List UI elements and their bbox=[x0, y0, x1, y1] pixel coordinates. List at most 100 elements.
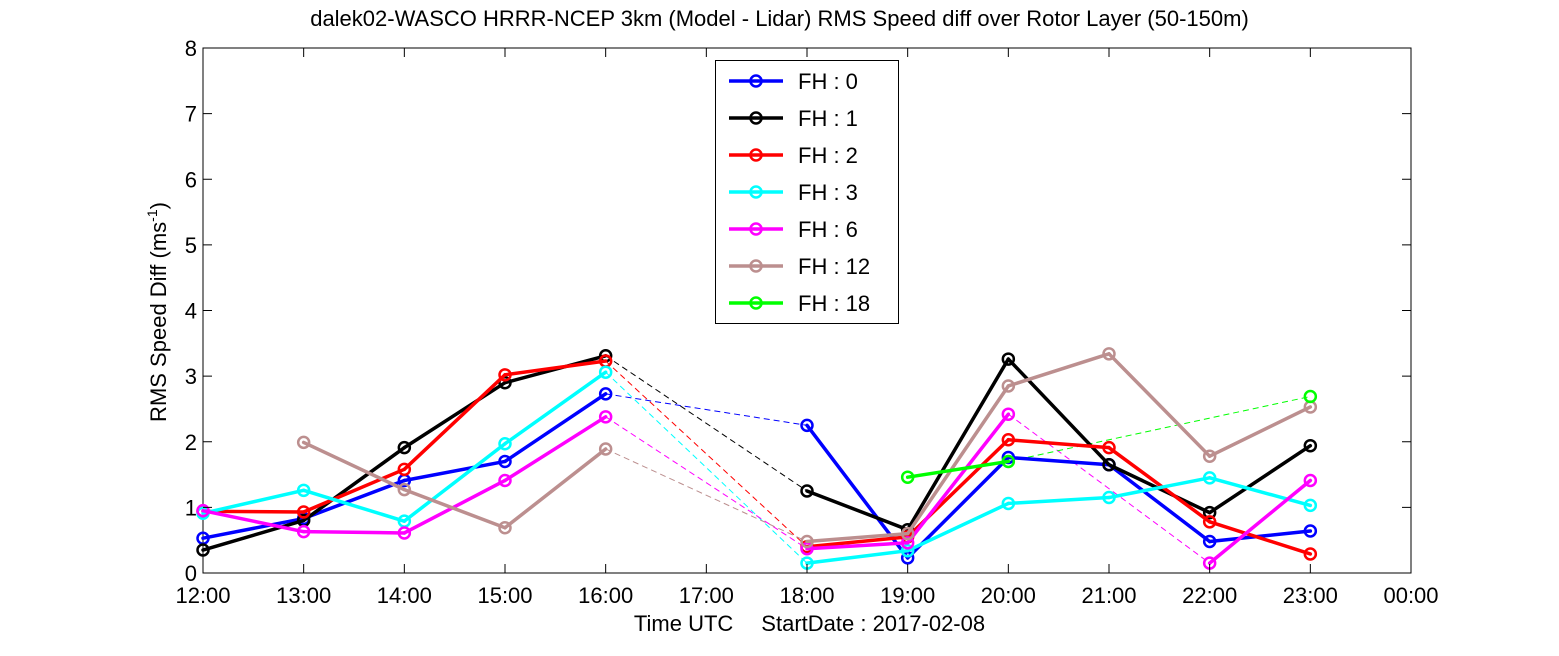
data-point bbox=[1202, 534, 1217, 549]
line-segment bbox=[1207, 443, 1313, 515]
series-lines bbox=[196, 347, 1318, 570]
y-axis-label: RMS Speed Diff (ms-1) bbox=[144, 202, 171, 422]
line-segment bbox=[503, 392, 608, 464]
data-point bbox=[1202, 449, 1217, 463]
line-segment bbox=[1107, 476, 1212, 500]
y-axis-label-sup: -1 bbox=[144, 209, 160, 222]
legend-item: FH : 3 bbox=[716, 174, 898, 211]
legend-swatch-marker bbox=[749, 74, 763, 88]
legend-label: FH : 6 bbox=[798, 217, 858, 242]
data-point bbox=[1303, 389, 1318, 404]
data-point bbox=[296, 505, 311, 519]
data-point bbox=[1001, 407, 1016, 421]
data-point bbox=[1102, 347, 1116, 361]
legend-item: FH : 1 bbox=[716, 100, 898, 137]
gap-segment bbox=[1008, 413, 1210, 564]
line-segment bbox=[402, 459, 507, 483]
series-5 bbox=[296, 347, 1318, 549]
x-tick-label: 20:00 bbox=[981, 583, 1036, 608]
data-point bbox=[900, 470, 915, 484]
line-segment bbox=[402, 373, 507, 472]
x-tick-label: 13:00 bbox=[276, 583, 331, 608]
line-segment bbox=[1207, 405, 1313, 458]
gap-segment bbox=[605, 393, 808, 426]
line-segment bbox=[905, 459, 1011, 479]
x-tick-label: 21:00 bbox=[1081, 583, 1136, 608]
series-3 bbox=[196, 365, 1318, 570]
data-point bbox=[397, 482, 412, 497]
line-segment bbox=[1107, 445, 1212, 524]
line-segment bbox=[402, 441, 507, 523]
legend-swatch-marker bbox=[749, 111, 763, 125]
legend-item: FH : 12 bbox=[716, 248, 898, 285]
line-segment bbox=[1207, 478, 1313, 565]
data-point bbox=[1102, 440, 1116, 455]
line-segment bbox=[201, 509, 306, 514]
data-point bbox=[196, 503, 210, 518]
data-point bbox=[498, 436, 512, 451]
data-point bbox=[498, 454, 512, 469]
line-segment bbox=[402, 478, 507, 535]
data-point bbox=[196, 543, 210, 557]
legend-label: FH : 2 bbox=[798, 143, 858, 168]
legend-item: FH : 2 bbox=[716, 137, 898, 174]
data-point bbox=[397, 462, 412, 477]
data-point bbox=[1202, 515, 1217, 529]
data-point bbox=[800, 534, 814, 549]
x-tick-label: 22:00 bbox=[1182, 583, 1237, 608]
legend-swatch bbox=[729, 111, 783, 125]
y-tick-label: 5 bbox=[185, 233, 197, 258]
data-point bbox=[397, 526, 412, 540]
line-segment bbox=[1006, 455, 1111, 467]
legend-label: FH : 1 bbox=[798, 106, 858, 131]
x-tick-label: 00:00 bbox=[1383, 583, 1438, 608]
chart-title: dalek02-WASCO HRRR-NCEP 3km (Model - Lid… bbox=[310, 6, 1249, 31]
data-point bbox=[1202, 505, 1217, 520]
x-tick-label: 23:00 bbox=[1283, 583, 1338, 608]
x-tick-label: 18:00 bbox=[779, 583, 834, 608]
line-segment bbox=[201, 508, 306, 534]
data-point bbox=[296, 435, 311, 450]
data-point bbox=[1202, 471, 1217, 485]
line-segment bbox=[503, 370, 608, 446]
data-point bbox=[498, 368, 512, 382]
line-segment bbox=[301, 445, 407, 523]
data-point bbox=[498, 520, 512, 535]
x-tick-label: 19:00 bbox=[880, 583, 935, 608]
line-segment bbox=[503, 359, 608, 377]
y-tick-label: 3 bbox=[185, 364, 197, 389]
legend-label: FH : 18 bbox=[798, 291, 871, 316]
data-point bbox=[1303, 438, 1318, 453]
legend-item: FH : 0 bbox=[716, 63, 898, 100]
legend-swatch-marker bbox=[749, 148, 763, 162]
gap-lines bbox=[605, 355, 1311, 564]
line-segment bbox=[503, 415, 608, 483]
data-point bbox=[1303, 473, 1318, 488]
data-point bbox=[800, 484, 814, 498]
y-tick-label: 2 bbox=[185, 430, 197, 455]
data-point bbox=[900, 536, 915, 550]
line-segment bbox=[1107, 462, 1212, 544]
gap-segment bbox=[605, 448, 808, 542]
data-point bbox=[397, 440, 412, 455]
gap-segment bbox=[605, 416, 808, 550]
line-segment bbox=[805, 535, 910, 549]
line-segment bbox=[1107, 352, 1212, 458]
data-point bbox=[900, 526, 915, 541]
data-point bbox=[1303, 524, 1318, 538]
legend-label: FH : 12 bbox=[798, 254, 871, 279]
legend-swatch bbox=[729, 259, 783, 273]
y-tick-label: 8 bbox=[185, 36, 197, 61]
gap-segment bbox=[605, 360, 808, 548]
legend-swatch bbox=[729, 222, 783, 236]
legend-swatch bbox=[729, 74, 783, 88]
legend-label: FH : 0 bbox=[798, 69, 858, 94]
line-segment bbox=[1207, 520, 1313, 556]
data-point bbox=[1102, 490, 1116, 505]
line-segment bbox=[805, 548, 910, 565]
legend-item: FH : 18 bbox=[716, 285, 898, 322]
line-segment bbox=[805, 541, 910, 551]
y-tick-label: 0 bbox=[185, 561, 197, 586]
legend-swatch-marker bbox=[749, 296, 763, 310]
data-point bbox=[598, 365, 613, 379]
